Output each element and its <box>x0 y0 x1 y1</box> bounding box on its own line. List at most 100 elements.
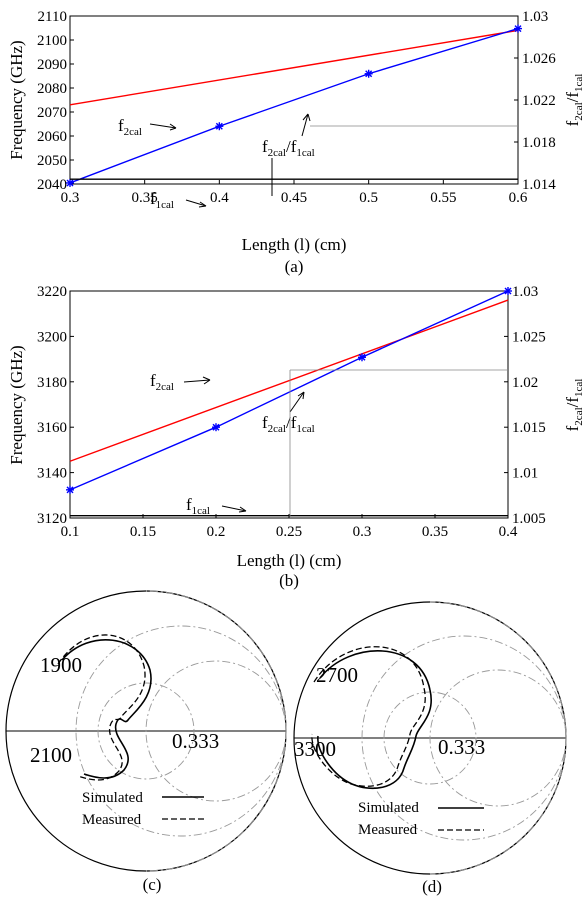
chart-b-y-left-tick-label: 3180 <box>37 375 67 391</box>
chart-b-y-left-tick-label: 3160 <box>37 420 67 436</box>
smith-c-measured-curve <box>57 634 146 781</box>
chart-b: 0.1 0.15 0.2 0.25 0.3 0.35 0.4 3120 3140 3160 3180… <box>7 284 584 590</box>
chart-a: 0.3 0.35 0.4 0.45 0.5 0.55 0.6 2040 2050 2060 2070… <box>7 9 584 276</box>
chart-a-y-left-tick-label: 2060 <box>37 129 67 145</box>
chart-a-x-tick-label: 0.6 <box>509 190 528 206</box>
chart-a-y-left-tick-label: 2040 <box>37 177 67 193</box>
chart-b-y-left-tick-label: 3120 <box>37 511 67 527</box>
chart-b-panel-label: (b) <box>279 571 299 590</box>
smith-d-legend-measured: Measured <box>358 822 418 838</box>
chart-b-x-axis-label: Length (l) (cm) <box>237 551 342 570</box>
chart-a-y-right-tick-label: 1.014 <box>522 177 556 193</box>
chart-a-y-left-tick-label: 2050 <box>37 153 67 169</box>
chart-b-x-tick-label: 0.35 <box>422 524 448 540</box>
chart-b-series-ratio <box>69 290 509 491</box>
chart-a-y-left-tick-label: 2110 <box>38 9 67 25</box>
chart-a-f1-arrowhead <box>198 201 207 208</box>
chart-b-y-left-tick-label: 3140 <box>37 466 67 482</box>
smith-d-measured-curve <box>311 646 426 787</box>
chart-a-panel-label: (a) <box>285 257 304 276</box>
chart-a-series-ratio-point <box>364 69 373 78</box>
chart-a-x-tick-label: 0.55 <box>430 190 456 206</box>
chart-a-f2-label: f2cal <box>118 116 142 138</box>
chart-a-x-tick-label: 0.35 <box>132 190 158 206</box>
chart-a-ratio-label: f2cal/f1cal <box>262 137 315 159</box>
chart-b-y-right-tick-label: 1.025 <box>512 329 546 345</box>
smith-c-label-bottom: 2100 <box>30 743 72 767</box>
chart-b-series-ratio-point <box>358 353 366 362</box>
chart-b-series-f2 <box>69 299 509 462</box>
smith-c-x-arc-upper <box>145 590 287 732</box>
chart-a-series-ratio-point <box>215 122 224 131</box>
smith-d-simulated-curve <box>317 650 433 790</box>
chart-b-ratio-label: f2cal/f1cal <box>262 413 315 435</box>
chart-a-y-left-tick-label: 2080 <box>37 81 67 97</box>
chart-a-x-tick-label: 0.5 <box>359 190 378 206</box>
smith-c-label-top: 1900 <box>40 653 82 677</box>
chart-a-y-right-tick-label: 1.026 <box>522 51 556 67</box>
smith-c-simulated-curve <box>61 639 152 779</box>
chart-b-ratio-arrow <box>289 391 305 413</box>
chart-a-ratio-arrow <box>301 113 309 137</box>
chart-a-series-f2 <box>69 29 519 106</box>
chart-a-x-tick-label: 0.4 <box>210 190 229 206</box>
chart-a-y-axis-right-label: f2cal/f1cal <box>563 74 584 127</box>
chart-b-y-axis-right-label: f2cal/f1cal <box>563 379 584 432</box>
chart-b-x-tick-label: 0.25 <box>276 524 302 540</box>
smith-d-panel-label: (d) <box>422 877 442 896</box>
chart-b-y-axis-left-label: Frequency (GHz) <box>7 345 26 464</box>
chart-b-f1-label: f1cal <box>186 495 210 517</box>
chart-b-series-ratio-point <box>504 287 512 295</box>
chart-b-plot-frame <box>69 290 509 519</box>
chart-b-y-left-tick-label: 3200 <box>37 329 67 345</box>
chart-a-series-ratio-point <box>66 178 74 187</box>
chart-b-y-right-tick-label: 1.015 <box>512 420 546 436</box>
smith-c-label-r: 0.333 <box>172 729 219 753</box>
chart-a-y-right-tick-label: 1.018 <box>522 135 556 151</box>
chart-a-ratio-arrowhead <box>302 113 311 122</box>
smith-chart-c: 1900 2100 0.333 Simulated Measured (c) <box>5 590 287 894</box>
smith-d-label-bottom: 3300 <box>294 737 336 761</box>
smith-c-g-circle-1 <box>97 682 195 780</box>
chart-a-f1-label: f1cal <box>150 189 174 211</box>
chart-a-f2-arrow <box>149 123 177 129</box>
chart-b-y-right-tick-label: 1.03 <box>512 284 538 300</box>
chart-a-x-axis-label: Length (l) (cm) <box>242 235 347 254</box>
chart-b-x-tick-label: 0.4 <box>499 524 518 540</box>
chart-b-y-left-tick-label: 3220 <box>37 284 67 300</box>
chart-a-f2-arrowhead <box>169 123 177 131</box>
chart-b-y-right-tick-label: 1.02 <box>512 375 538 391</box>
chart-a-y-left-tick-label: 2090 <box>37 57 67 73</box>
chart-a-series-ratio <box>69 27 519 184</box>
chart-b-y-right-tick-label: 1.01 <box>512 466 538 482</box>
chart-a-x-tick-label: 0.45 <box>281 190 307 206</box>
chart-b-f2-arrowhead <box>202 376 211 385</box>
chart-a-x-tick-label: 0.3 <box>61 190 80 206</box>
smith-d-x-arc-upper <box>429 601 567 739</box>
chart-b-f1-arrowhead <box>238 506 247 513</box>
smith-d-legend-simulated: Simulated <box>358 800 419 816</box>
chart-b-f2-arrow <box>183 379 211 383</box>
chart-b-ratio-arrowhead <box>297 391 305 400</box>
chart-a-y-right-tick-label: 1.022 <box>522 93 556 109</box>
chart-a-y-axis-left-label: Frequency (GHz) <box>7 40 26 159</box>
chart-a-y-right-tick-label: 1.03 <box>522 9 548 25</box>
chart-b-x-tick-label: 0.1 <box>61 524 80 540</box>
smith-c-panel-label: (c) <box>143 875 162 894</box>
chart-b-f2-label: f2cal <box>150 371 174 393</box>
chart-a-y-left-tick-label: 2100 <box>37 33 67 49</box>
chart-b-x-tick-label: 0.15 <box>130 524 156 540</box>
chart-a-series-ratio-point <box>514 24 522 33</box>
smith-c-legend-simulated: Simulated <box>82 790 143 806</box>
smith-chart-d: 2700 3300 0.333 Simulated Measured (d) <box>293 601 567 896</box>
chart-b-y-right-tick-label: 1.005 <box>512 511 546 527</box>
smith-d-label-top: 2700 <box>316 663 358 687</box>
chart-b-x-tick-label: 0.3 <box>353 524 372 540</box>
smith-c-legend-measured: Measured <box>82 812 142 828</box>
chart-b-series-ratio-point <box>66 485 74 494</box>
chart-b-series-ratio-point <box>212 423 220 432</box>
chart-b-x-tick-label: 0.2 <box>207 524 226 540</box>
chart-a-y-left-tick-label: 2070 <box>37 105 67 121</box>
chart-b-f1-arrow <box>221 505 247 512</box>
